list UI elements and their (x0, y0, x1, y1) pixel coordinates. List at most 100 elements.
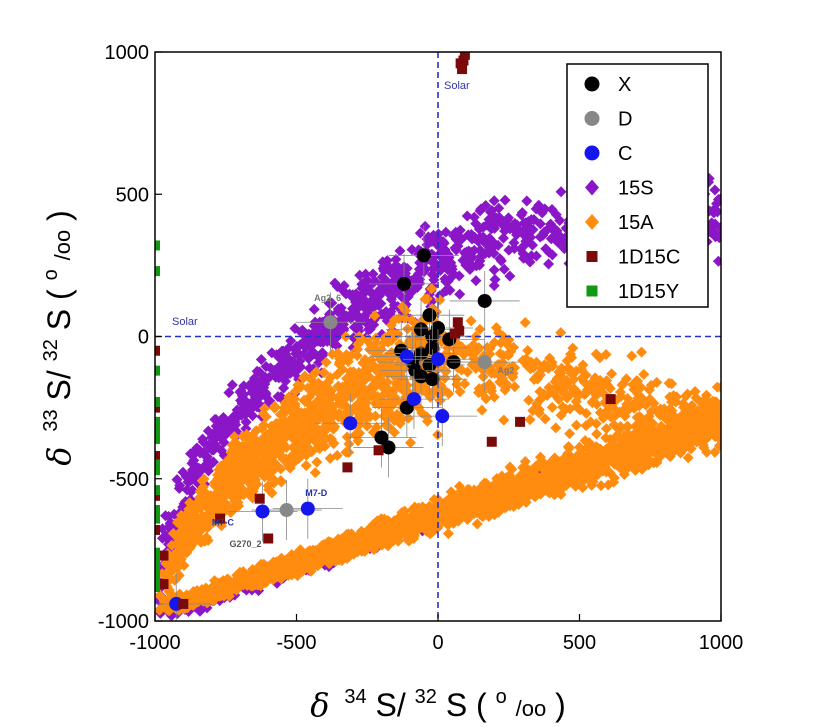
model-diamond (224, 452, 236, 464)
model-diamond (557, 401, 569, 413)
model-diamond (463, 493, 475, 505)
model-diamond (472, 344, 484, 356)
model-diamond (642, 447, 654, 459)
model-diamond (280, 441, 292, 453)
model-diamond (268, 369, 280, 381)
model-diamond (445, 486, 457, 498)
model-diamond (229, 409, 241, 421)
model-diamond (508, 237, 520, 249)
model-diamond (468, 508, 480, 520)
model-diamond (591, 398, 603, 410)
model-diamond (710, 419, 721, 431)
model-diamond (509, 381, 521, 393)
point-1d15y (155, 547, 160, 558)
model-diamond (580, 456, 592, 468)
model-diamond (604, 383, 616, 395)
model-diamond (419, 220, 431, 232)
legend-marker (584, 76, 600, 92)
point-1d15c (155, 450, 160, 461)
model-diamond (484, 502, 496, 514)
point-c (343, 416, 358, 431)
x-tick-label: 0 (432, 632, 443, 654)
model-diamond (454, 288, 466, 300)
model-diamond (502, 212, 514, 224)
model-diamond (268, 573, 280, 585)
model-diamond (193, 465, 205, 477)
model-diamond (656, 424, 668, 436)
point-1d15c (605, 394, 616, 405)
model-diamond (182, 519, 194, 531)
model-diamond (281, 362, 293, 374)
model-diamond (202, 535, 214, 547)
model-diamond (452, 344, 464, 356)
model-diamond (202, 596, 214, 608)
model-diamond (237, 405, 249, 417)
model-diamond (657, 430, 669, 442)
model-diamond (598, 455, 610, 467)
model-diamond (461, 210, 473, 222)
y-label-permil-sup: o (40, 269, 62, 280)
model-diamond (651, 455, 663, 467)
model-diamond (416, 335, 428, 347)
model-diamond (698, 442, 710, 454)
model-diamond (292, 453, 304, 465)
model-diamond (203, 460, 215, 472)
model-diamond (570, 396, 582, 408)
model-diamond (711, 381, 721, 393)
model-diamond (254, 391, 266, 403)
model-diamond (353, 368, 365, 380)
model-diamond (279, 397, 291, 409)
model-diamond (302, 382, 314, 394)
model-diamond (251, 478, 263, 490)
point-1d15c (515, 416, 526, 427)
model-diamond (311, 456, 323, 468)
model-diamond (498, 414, 510, 426)
model-diamond (634, 457, 646, 469)
model-diamond (524, 414, 536, 426)
point-1d15y (155, 581, 160, 592)
model-diamond (525, 214, 537, 226)
x-label-close: ) (555, 687, 566, 723)
model-diamond (627, 431, 639, 443)
model-diamond (581, 466, 593, 478)
model-diamond (586, 379, 598, 391)
model-diamond (471, 518, 483, 530)
model-diamond (499, 225, 511, 237)
model-diamond (663, 408, 675, 420)
model-diamond (169, 558, 181, 570)
x-tick-label: 1000 (699, 632, 744, 654)
model-diamond (613, 406, 625, 418)
model-diamond (452, 511, 464, 523)
x-axis-label: δ 34 S/ 32 S ( o /oo ) (310, 674, 566, 724)
model-diamond (305, 417, 317, 429)
model-diamond (615, 420, 627, 432)
model-diamond (712, 255, 721, 267)
model-diamond (644, 393, 656, 405)
model-diamond (194, 445, 206, 457)
model-diamond (400, 305, 412, 317)
model-diamond (571, 466, 583, 478)
model-diamond (456, 364, 468, 376)
model-diamond (475, 203, 487, 215)
y-tick-label: -1000 (98, 611, 149, 633)
model-diamond (442, 528, 454, 540)
model-diamond (325, 384, 337, 396)
model-diamond (238, 443, 250, 455)
model-diamond (171, 474, 183, 486)
model-diamond (457, 254, 469, 266)
model-diamond (521, 195, 533, 207)
model-diamond (689, 385, 701, 397)
model-diamond (197, 436, 209, 448)
model-diamond (232, 454, 244, 466)
point-1d15c (457, 64, 468, 75)
model-diamond (298, 429, 310, 441)
model-diamond (215, 445, 227, 457)
model-diamond (621, 398, 633, 410)
model-diamond (497, 232, 509, 244)
annotation-label: Ag2_6 (314, 293, 341, 303)
model-diamond (678, 401, 690, 413)
model-diamond (484, 380, 496, 392)
model-diamond (324, 548, 336, 560)
